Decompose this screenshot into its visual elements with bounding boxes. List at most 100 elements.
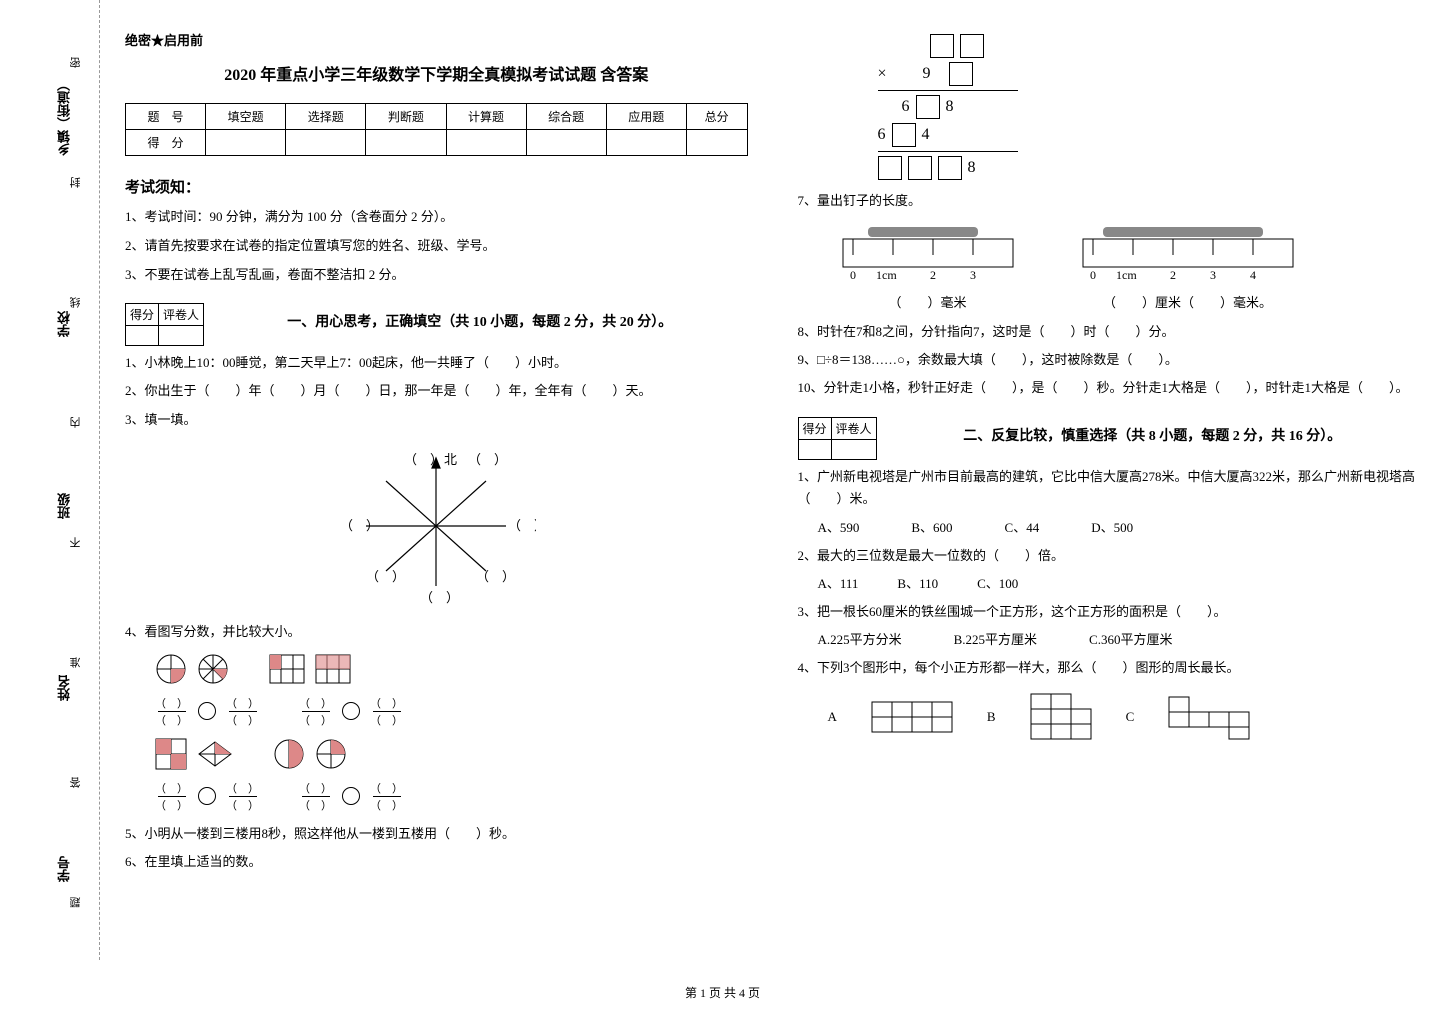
ruler-caption: （ ）厘米（ ）毫米。 <box>1078 292 1298 311</box>
diamond-icon <box>197 740 233 768</box>
question: 4、下列3个图形中，每个小正方形都一样大，那么（ ）图形的周长最长。 <box>798 657 1421 679</box>
cell <box>606 130 686 156</box>
cell <box>831 440 876 460</box>
table-row: 题 号 填空题 选择题 判断题 计算题 综合题 应用题 总分 <box>126 104 748 130</box>
digit-blank <box>908 156 932 180</box>
question: 4、看图写分数，并比较大小。 <box>125 621 748 643</box>
fraction-row-1 <box>155 653 748 685</box>
binding-column: 学号 姓名 班级 学校 乡镇（街道） 题 答 准 不 内 线 封 密 <box>0 0 100 960</box>
fraction-compare-row: （ ）（ ） （ ）（ ） （ ）（ ） （ ）（ ） <box>155 695 748 728</box>
notice-item: 2、请首先按要求在试卷的指定位置填写您的姓名、班级、学号。 <box>125 236 748 257</box>
compare-circle <box>198 787 216 805</box>
cell <box>686 130 747 156</box>
svg-text:1cm: 1cm <box>1116 268 1137 282</box>
digit-blank <box>916 95 940 119</box>
cell: 综合题 <box>526 104 606 130</box>
options: A、590 B、600 C、44 D、500 <box>818 517 1421 539</box>
pie-icon <box>155 653 187 685</box>
table-row: 得 分 <box>126 130 748 156</box>
cell <box>126 326 159 346</box>
section-header: 得分评卷人 一、用心思考，正确填空（共 10 小题，每题 2 分，共 20 分）… <box>125 303 748 346</box>
fraction-compare: （ ）（ ） （ ）（ ） <box>299 695 403 728</box>
section-title: 二、反复比较，慎重选择（共 8 小题，每题 2 分，共 16 分）。 <box>798 425 1421 445</box>
question: 6、在里填上适当的数。 <box>125 851 748 873</box>
page-footer: 第 1 页 共 4 页 <box>0 984 1445 1001</box>
fraction-blank: （ ）（ ） <box>370 695 403 728</box>
score-table: 题 号 填空题 选择题 判断题 计算题 综合题 应用题 总分 得 分 <box>125 103 748 156</box>
fraction-pair <box>155 738 233 770</box>
cell: 题 号 <box>126 104 206 130</box>
svg-text:3: 3 <box>1210 268 1216 282</box>
digit-blank <box>930 34 954 58</box>
cell <box>366 130 446 156</box>
north-label: 北 <box>444 452 457 467</box>
cell: 计算题 <box>446 104 526 130</box>
cell <box>526 130 606 156</box>
fraction-blank: （ ）（ ） <box>299 695 332 728</box>
ruler-row: 0 1cm 2 3 （ ）毫米 0 1cm <box>838 227 1421 311</box>
fraction-blank: （ ）（ ） <box>155 780 188 813</box>
svg-text:3: 3 <box>970 268 976 282</box>
ruler-svg: 0 1cm 2 3 4 <box>1078 227 1298 282</box>
compare-circle <box>342 702 360 720</box>
cell: 应用题 <box>606 104 686 130</box>
fraction-row-2 <box>155 738 748 770</box>
dash-char: 答 <box>68 772 84 789</box>
question: 7、量出钉子的长度。 <box>798 190 1421 212</box>
digit: 8 <box>968 159 976 177</box>
rule-line <box>878 90 1018 91</box>
fraction-blank: （ ）（ ） <box>226 780 259 813</box>
dash-char: 内 <box>68 412 84 429</box>
cell <box>446 130 526 156</box>
digit: 9 <box>923 65 931 83</box>
question: 3、把一根长60厘米的铁丝围城一个正方形，这个正方形的面积是（ ）。 <box>798 601 1421 623</box>
question: 1、小林晚上10：00睡觉，第二天早上7：00起床，他一共睡了（ ）小时。 <box>125 352 748 374</box>
grid-icon <box>315 654 351 684</box>
options: A.225平方分米 B.225平方厘米 C.360平方厘米 <box>818 629 1421 651</box>
ruler-2: 0 1cm 2 3 4 （ ）厘米（ ）毫米。 <box>1078 227 1298 311</box>
times-sign: × <box>878 65 887 83</box>
digit: 8 <box>946 98 954 116</box>
digit-blank <box>892 123 916 147</box>
cell: 填空题 <box>206 104 286 130</box>
fraction-blank: （ ）（ ） <box>370 780 403 813</box>
question: 5、小明从一楼到三楼用8秒，照这样他从一楼到五楼用（ ）秒。 <box>125 823 748 845</box>
dash-char: 密 <box>68 52 84 69</box>
ruler-1: 0 1cm 2 3 （ ）毫米 <box>838 227 1018 311</box>
ruler-caption: （ ）毫米 <box>838 292 1018 311</box>
exam-title: 2020 年重点小学三年级数学下学期全真模拟考试试题 含答案 <box>125 61 748 85</box>
fraction-pair <box>273 738 347 770</box>
rule-line <box>878 151 1018 152</box>
section-header: 得分评卷人 二、反复比较，慎重选择（共 8 小题，每题 2 分，共 16 分）。 <box>798 417 1421 460</box>
pie-icon <box>197 653 229 685</box>
question: 10、分针走1小格，秒针正好走（ ），是（ ）秒。分针走1大格是（ ），时针走1… <box>798 377 1421 399</box>
svg-text:（ ）: （ ） <box>404 452 443 467</box>
svg-text:（ ）: （ ） <box>420 590 459 605</box>
compass-diagram: （ ） 北 （ ） （ ） （ ） （ ） （ ） （ ） <box>336 446 536 606</box>
dash-char: 封 <box>68 172 84 189</box>
question: 9、□÷8＝138……○，余数最大填（ ），这时被除数是（ ）。 <box>798 349 1421 371</box>
digit: 6 <box>902 98 910 116</box>
svg-text:4: 4 <box>1250 268 1256 282</box>
fraction-pair <box>269 653 351 685</box>
fraction-pair <box>155 653 229 685</box>
small-score-table: 得分评卷人 <box>125 303 204 346</box>
svg-text:0: 0 <box>1090 268 1096 282</box>
shape-b-icon <box>1026 689 1096 744</box>
digit: 4 <box>922 126 930 144</box>
svg-text:（ ）: （ ） <box>366 569 405 584</box>
left-column: 绝密★启用前 2020 年重点小学三年级数学下学期全真模拟考试试题 含答案 题 … <box>100 0 773 960</box>
small-score-table: 得分评卷人 <box>798 417 877 460</box>
digit-blank <box>949 62 973 86</box>
fraction-blank: （ ）（ ） <box>226 695 259 728</box>
question: 1、广州新电视塔是广州市目前最高的建筑，它比中信大厦高278米。中信大厦高322… <box>798 466 1421 510</box>
svg-text:1cm: 1cm <box>876 268 897 282</box>
cell <box>286 130 366 156</box>
dash-char: 准 <box>68 652 84 669</box>
fraction-blank: （ ）（ ） <box>299 780 332 813</box>
ruler-svg: 0 1cm 2 3 <box>838 227 1018 282</box>
confidential-label: 绝密★启用前 <box>125 30 748 49</box>
shape-options: A B C <box>828 689 1421 744</box>
compare-circle <box>342 787 360 805</box>
binding-dash-text: 题 答 准 不 内 线 封 密 <box>68 0 84 960</box>
